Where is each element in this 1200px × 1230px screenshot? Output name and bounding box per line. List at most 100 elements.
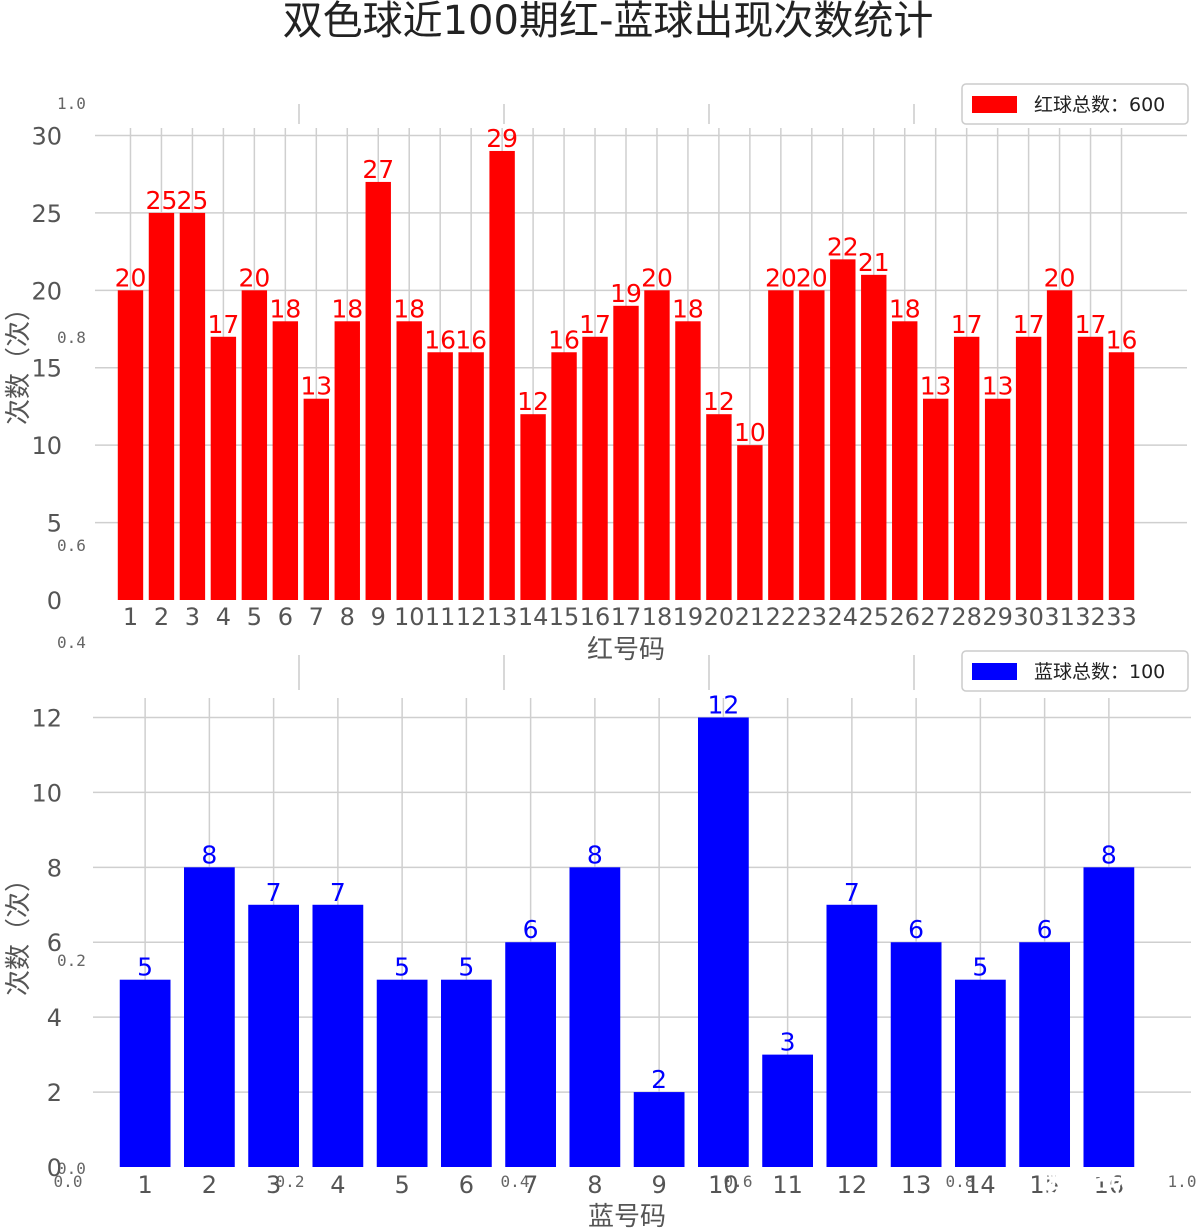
x-tick-label: 33 <box>1106 603 1137 631</box>
bar <box>861 274 887 600</box>
x-tick-label: 31 <box>1044 603 1075 631</box>
ghost-ytick-label: 0.4 <box>57 633 86 652</box>
x-tick-label: 20 <box>704 603 735 631</box>
x-tick-label: 5 <box>394 1171 409 1199</box>
bar <box>706 414 732 600</box>
bar <box>922 398 949 600</box>
x-tick-label: 11 <box>772 1171 803 1199</box>
y-tick-label: 25 <box>31 200 62 228</box>
bar-value-label: 2 <box>651 1065 667 1094</box>
bar-value-label: 17 <box>579 310 611 339</box>
x-tick-label: 19 <box>673 603 704 631</box>
bar-value-label: 18 <box>393 294 425 323</box>
ghost-ytick-label: 0.2 <box>57 951 86 970</box>
x-tick-label: 2 <box>202 1171 217 1199</box>
x-tick-label: 2 <box>154 603 169 631</box>
x-tick-label: 23 <box>797 603 828 631</box>
bar <box>183 867 235 1167</box>
bar-value-label: 8 <box>1101 840 1117 869</box>
x-tick-label: 14 <box>518 603 549 631</box>
y-tick-label: 30 <box>31 122 62 150</box>
bar-value-label: 20 <box>765 263 797 292</box>
bar <box>312 904 364 1167</box>
x-tick-label: 15 <box>549 603 580 631</box>
x-tick-label: 17 <box>611 603 642 631</box>
bar-value-label: 17 <box>207 310 239 339</box>
bar-value-label: 5 <box>972 953 988 982</box>
legend-box <box>961 83 1189 125</box>
bar <box>365 181 391 600</box>
bar <box>241 290 268 600</box>
x-tick-label: 22 <box>766 603 797 631</box>
x-tick-label: 4 <box>330 1171 345 1199</box>
bar-value-label: 20 <box>1044 263 1076 292</box>
bar-value-label: 18 <box>889 294 921 323</box>
bar <box>892 321 918 600</box>
bar <box>179 212 206 600</box>
x-tick-label: 8 <box>340 603 355 631</box>
x-tick-label: 32 <box>1075 603 1106 631</box>
legend: 红球总数：600 <box>961 83 1189 125</box>
x-tick-label: 14 <box>965 1171 996 1199</box>
bar <box>890 942 942 1167</box>
bar-value-label: 16 <box>424 325 456 354</box>
bar <box>582 336 608 600</box>
x-tick-label: 1 <box>137 1171 152 1199</box>
x-tick-label: 27 <box>920 603 951 631</box>
y-tick-label: 6 <box>47 929 62 957</box>
bar-value-label: 20 <box>796 263 828 292</box>
bar <box>613 305 639 600</box>
x-tick-label: 29 <box>982 603 1013 631</box>
x-tick-label: 12 <box>456 603 487 631</box>
bar <box>768 290 794 600</box>
x-tick-label: 1 <box>123 603 138 631</box>
bar <box>830 259 856 600</box>
bar <box>1046 290 1073 600</box>
legend-swatch <box>972 96 1017 113</box>
ghost-ytick-label: 0.6 <box>57 536 86 555</box>
x-tick-label: 6 <box>459 1171 474 1199</box>
bar-value-label: 12 <box>517 387 549 416</box>
bar <box>762 1054 814 1167</box>
x-tick-label: 30 <box>1013 603 1044 631</box>
y-tick-label: 0 <box>47 1154 62 1182</box>
bar-value-label: 13 <box>300 372 332 401</box>
y-tick-label: 4 <box>47 1004 62 1032</box>
x-tick-label: 13 <box>901 1171 932 1199</box>
x-tick-label: 8 <box>587 1171 602 1199</box>
bar-value-label: 5 <box>394 953 410 982</box>
bar <box>1108 352 1135 600</box>
bar-value-label: 5 <box>137 953 153 982</box>
x-axis-label: 红号码 <box>587 635 665 665</box>
y-tick-label: 2 <box>47 1079 62 1107</box>
ghost-ytick-label: 0.8 <box>57 328 86 347</box>
bar <box>440 979 492 1167</box>
bar <box>1015 336 1042 600</box>
blue-ball-chart: 0 2 4 6 8 10 12 5 1 8 2 7 3 7 4 5 5 5 6 6 7 8 8 2 9 12 10 3 11 7 12 6 13… <box>4 650 1191 1230</box>
bar <box>505 942 557 1167</box>
bar-value-label: 18 <box>269 294 301 323</box>
bar <box>737 445 763 600</box>
bar <box>334 321 360 600</box>
x-tick-label: 25 <box>858 603 889 631</box>
bar-value-label: 20 <box>115 263 147 292</box>
bar <box>984 398 1011 600</box>
legend-label: 红球总数：600 <box>1034 94 1165 116</box>
x-tick-label: 11 <box>425 603 456 631</box>
bar-value-label: 17 <box>951 310 983 339</box>
x-tick-label: 12 <box>837 1171 868 1199</box>
bar-value-label: 18 <box>672 294 704 323</box>
x-tick-label: 15 <box>1029 1171 1060 1199</box>
y-tick-label: 20 <box>31 277 62 305</box>
bar <box>799 290 825 600</box>
bar <box>396 321 422 600</box>
bar <box>117 290 144 600</box>
bar-value-label: 22 <box>827 232 859 261</box>
bar <box>954 979 1006 1167</box>
ghost-xtick-label: 1.0 <box>1168 1172 1197 1191</box>
bar-value-label: 16 <box>455 325 487 354</box>
bar <box>633 1092 685 1167</box>
x-tick-label: 24 <box>828 603 859 631</box>
bar <box>458 352 484 600</box>
bar <box>1083 867 1135 1167</box>
